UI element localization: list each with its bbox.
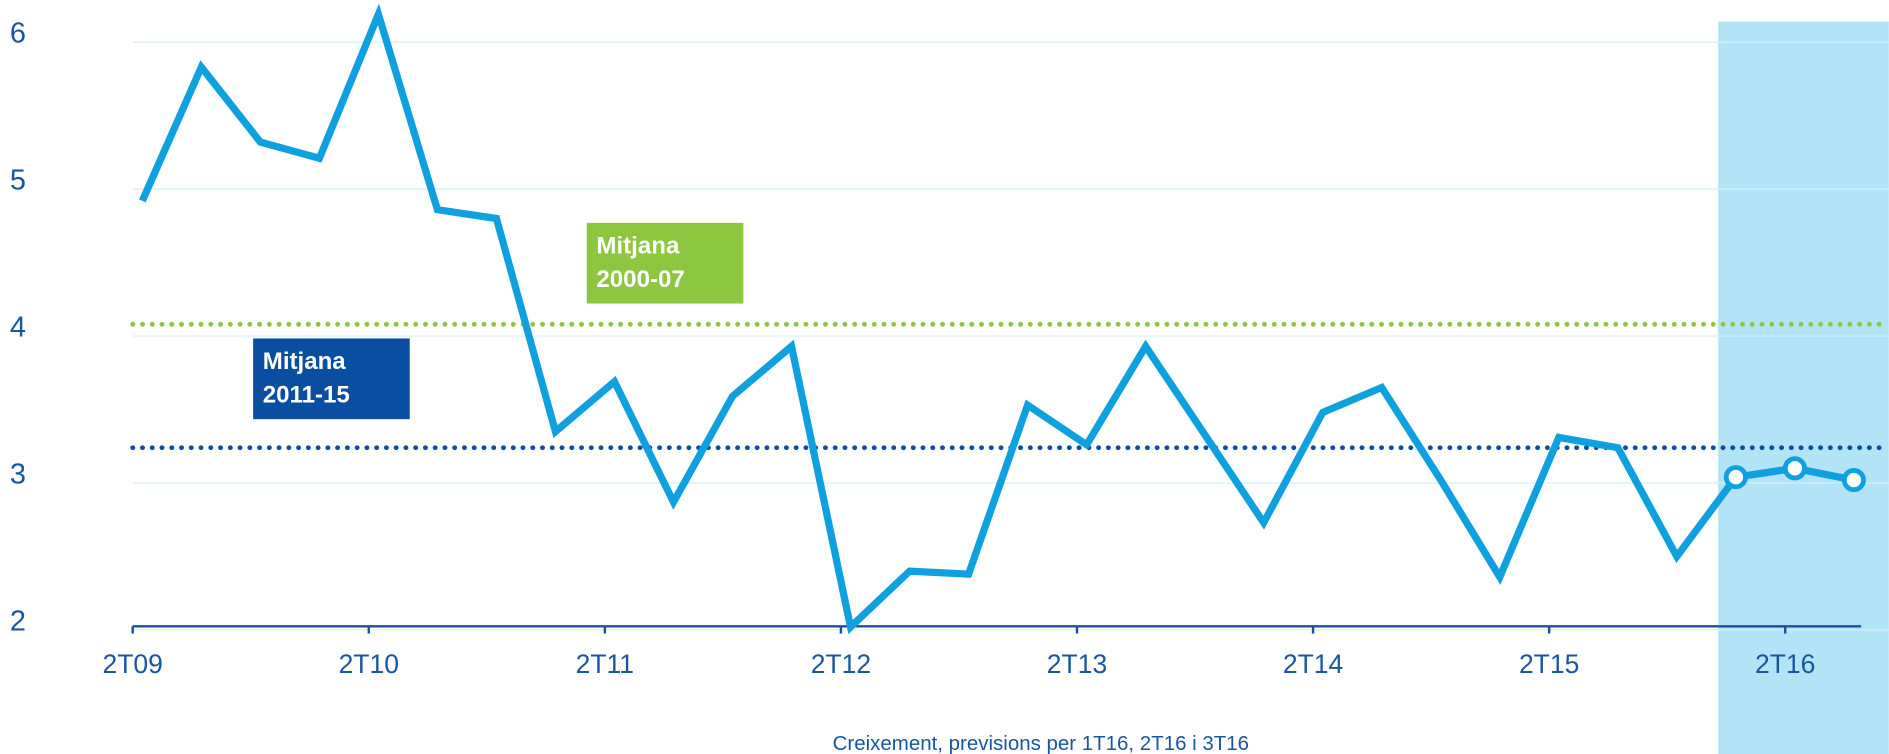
forecast-point bbox=[1723, 465, 1748, 490]
chart-note: Creixement, previsions per 1T16, 2T16 i … bbox=[833, 732, 1249, 754]
x-tick-label: 2T16 bbox=[1755, 649, 1815, 679]
reference-label-box bbox=[586, 222, 744, 304]
y-tick-label: 5 bbox=[10, 165, 26, 197]
reference-label: 2011-15 bbox=[263, 382, 350, 409]
reference-label: Mitjana bbox=[263, 348, 347, 375]
y-tick-label: 2 bbox=[10, 605, 26, 637]
y-tick-label: 3 bbox=[10, 458, 26, 490]
forecast-point bbox=[1782, 456, 1807, 481]
x-tick-label: 2T10 bbox=[339, 649, 399, 679]
x-tick-label: 2T15 bbox=[1519, 649, 1579, 679]
forecast-band bbox=[1718, 21, 1889, 754]
reference-label: Mitjana bbox=[596, 232, 680, 259]
x-tick-label: 2T13 bbox=[1047, 649, 1107, 679]
forecast-point bbox=[1841, 468, 1866, 493]
reference-label: 2000-07 bbox=[596, 266, 684, 293]
x-tick-label: 2T11 bbox=[576, 649, 634, 679]
reference-label-box bbox=[253, 338, 410, 420]
x-tick-label: 2T09 bbox=[102, 649, 162, 679]
x-tick-label: 2T12 bbox=[811, 649, 871, 679]
data-line bbox=[139, 3, 1855, 635]
x-tick-label: 2T14 bbox=[1283, 649, 1343, 679]
y-tick-label: 6 bbox=[10, 18, 26, 50]
y-tick-label: 4 bbox=[10, 311, 26, 343]
